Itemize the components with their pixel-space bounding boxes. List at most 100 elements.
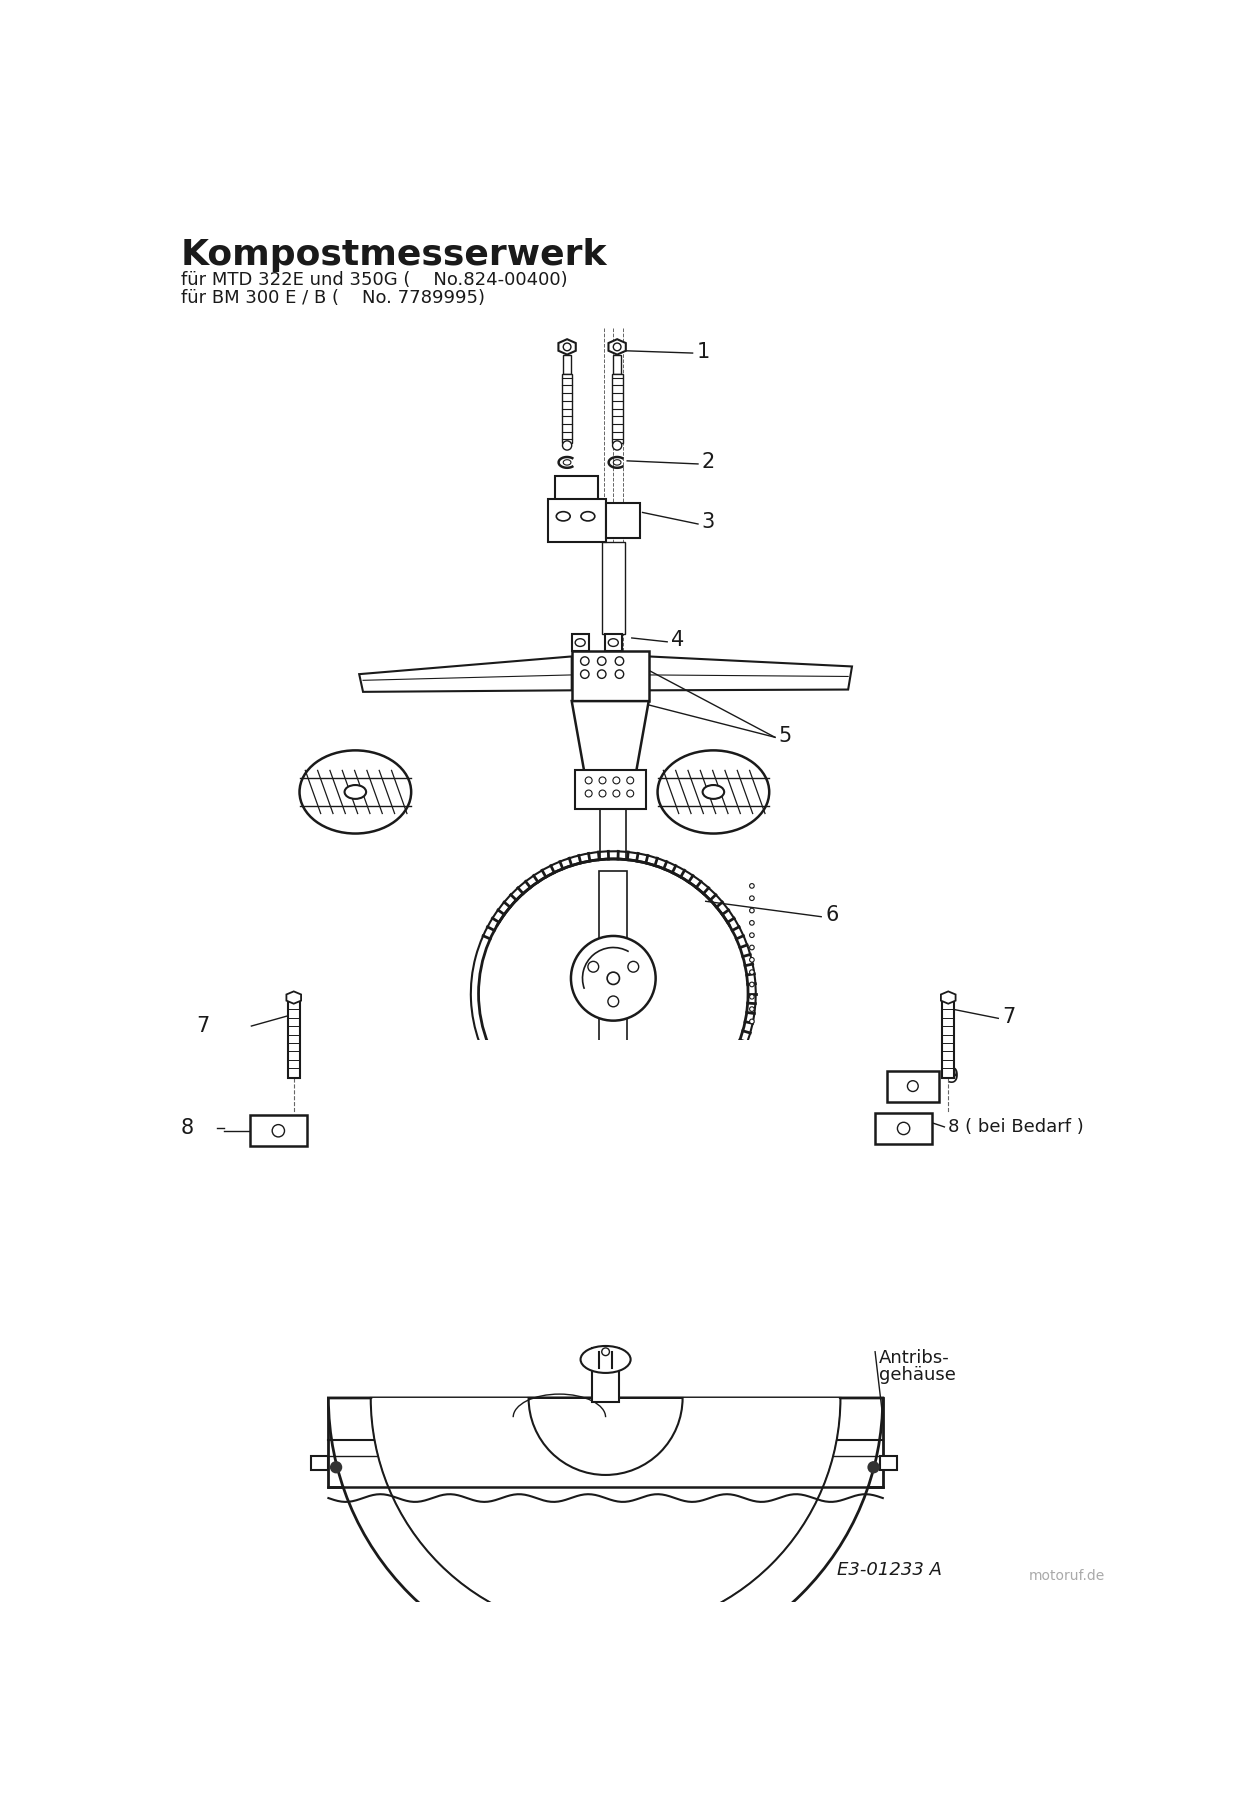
Bar: [612, 374, 622, 443]
Circle shape: [627, 790, 633, 797]
Circle shape: [749, 970, 754, 974]
Bar: [941, 1001, 954, 1078]
Ellipse shape: [657, 751, 769, 833]
Bar: [571, 634, 589, 652]
Text: 7: 7: [1003, 1006, 1015, 1026]
Ellipse shape: [581, 511, 595, 520]
Circle shape: [749, 884, 754, 887]
Text: 7: 7: [196, 1015, 209, 1037]
Polygon shape: [287, 992, 301, 1004]
Bar: [600, 871, 627, 1179]
Text: Kompostmesserwerk: Kompostmesserwerk: [181, 238, 607, 272]
Circle shape: [749, 1006, 754, 1012]
Circle shape: [599, 778, 606, 783]
Text: E3-01233 A: E3-01233 A: [837, 1561, 941, 1579]
Circle shape: [272, 1125, 284, 1138]
Text: 6: 6: [826, 905, 838, 925]
Circle shape: [749, 994, 754, 999]
Bar: [887, 1071, 939, 1102]
Circle shape: [614, 790, 620, 797]
Ellipse shape: [299, 751, 412, 833]
Circle shape: [749, 983, 754, 986]
Circle shape: [749, 932, 754, 938]
Circle shape: [607, 972, 620, 985]
Circle shape: [581, 670, 589, 679]
Circle shape: [614, 778, 620, 783]
Circle shape: [868, 1462, 879, 1474]
Bar: [614, 355, 621, 374]
Ellipse shape: [575, 639, 585, 646]
Polygon shape: [571, 700, 648, 770]
Bar: [575, 770, 646, 808]
Polygon shape: [559, 338, 576, 355]
Circle shape: [330, 1462, 342, 1474]
Text: 8: 8: [181, 1118, 193, 1138]
Text: 3: 3: [702, 513, 715, 533]
Bar: [875, 1112, 932, 1143]
Circle shape: [597, 670, 606, 679]
Wedge shape: [370, 1399, 840, 1633]
Circle shape: [564, 344, 571, 351]
Circle shape: [479, 859, 748, 1129]
Text: Antribs-: Antribs-: [879, 1350, 950, 1368]
Circle shape: [581, 657, 589, 666]
Polygon shape: [648, 657, 852, 691]
Bar: [328, 1399, 883, 1487]
Bar: [312, 1456, 328, 1469]
Circle shape: [612, 441, 622, 450]
Bar: [592, 1348, 620, 1402]
Text: gehäuse: gehäuse: [879, 1366, 955, 1384]
Circle shape: [749, 896, 754, 900]
Polygon shape: [359, 657, 571, 691]
Circle shape: [615, 657, 624, 666]
Text: motoruf.de: motoruf.de: [1029, 1570, 1105, 1582]
Text: für MTD 322E und 350G (    No.824-00400): für MTD 322E und 350G ( No.824-00400): [181, 272, 567, 290]
Ellipse shape: [702, 785, 725, 799]
Bar: [561, 374, 572, 443]
Text: 4: 4: [671, 630, 685, 650]
Bar: [602, 542, 625, 634]
Bar: [288, 1001, 299, 1078]
Bar: [555, 477, 597, 500]
Text: 5: 5: [779, 725, 792, 745]
Circle shape: [615, 670, 624, 679]
Circle shape: [585, 778, 592, 783]
Circle shape: [908, 1080, 918, 1091]
Circle shape: [562, 441, 571, 450]
Bar: [880, 1456, 898, 1469]
Bar: [605, 634, 622, 652]
Bar: [547, 499, 606, 542]
Circle shape: [585, 790, 592, 797]
Text: 1: 1: [697, 342, 710, 362]
Text: 8 ( bei Bedarf ): 8 ( bei Bedarf ): [948, 1118, 1084, 1136]
Bar: [571, 652, 648, 700]
Bar: [564, 355, 571, 374]
Circle shape: [597, 657, 606, 666]
Circle shape: [614, 344, 621, 351]
Circle shape: [749, 920, 754, 925]
Polygon shape: [609, 338, 626, 355]
Circle shape: [749, 909, 754, 913]
Circle shape: [602, 1348, 610, 1355]
Bar: [606, 504, 640, 538]
Circle shape: [627, 778, 633, 783]
Ellipse shape: [344, 785, 367, 799]
Wedge shape: [373, 1399, 839, 1631]
Bar: [455, 1040, 771, 1251]
Wedge shape: [529, 1399, 682, 1474]
Wedge shape: [328, 1399, 883, 1676]
Polygon shape: [941, 992, 955, 1004]
Circle shape: [749, 1019, 754, 1024]
Circle shape: [599, 790, 606, 797]
Text: für BM 300 E / B (    No. 7789995): für BM 300 E / B ( No. 7789995): [181, 290, 485, 308]
Ellipse shape: [556, 511, 570, 520]
Bar: [249, 1116, 307, 1147]
Ellipse shape: [581, 1346, 631, 1373]
Bar: [600, 808, 626, 871]
Circle shape: [749, 958, 754, 963]
Circle shape: [571, 936, 656, 1021]
Circle shape: [898, 1121, 910, 1134]
Circle shape: [628, 961, 638, 972]
Text: 9: 9: [946, 1067, 959, 1087]
Ellipse shape: [609, 639, 619, 646]
